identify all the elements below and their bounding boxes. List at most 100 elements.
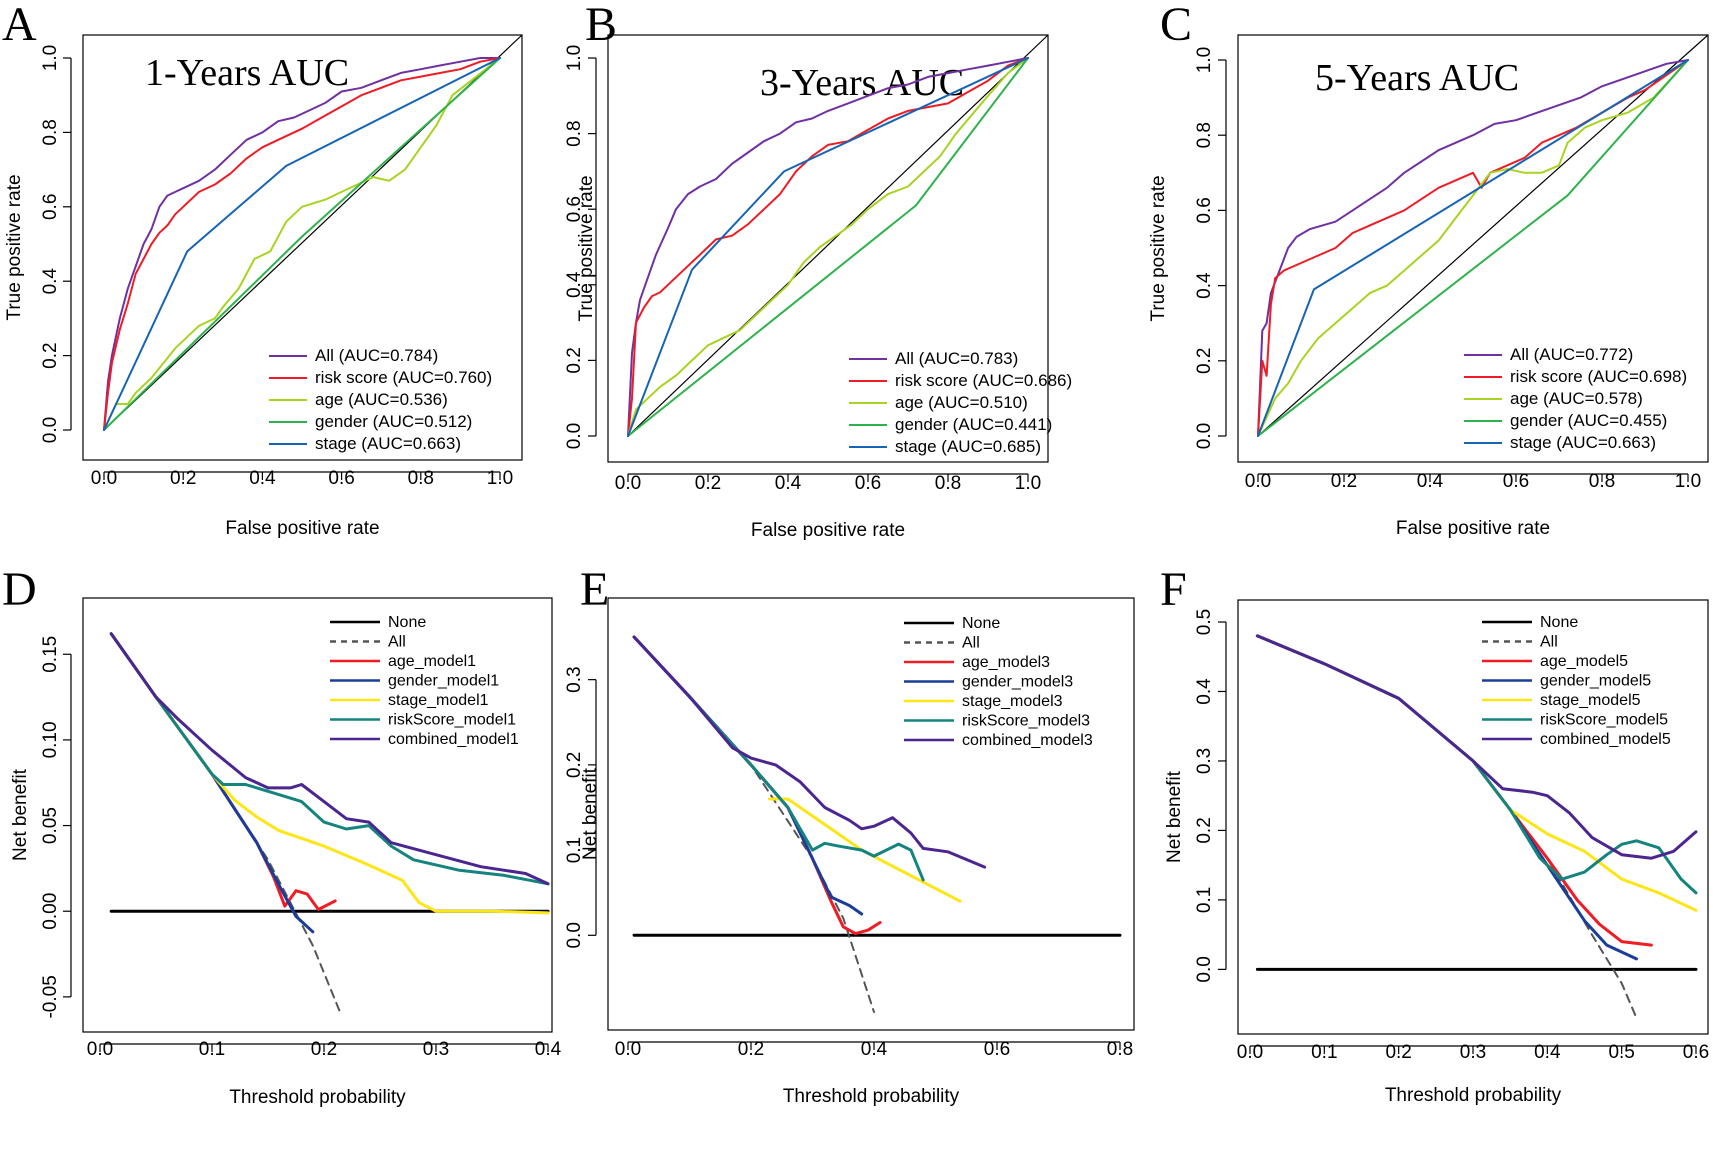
series-line-riskscore_model1 bbox=[109, 632, 550, 886]
plot-frame bbox=[607, 34, 1049, 463]
y-tick-label: 0.5 bbox=[1194, 609, 1215, 635]
legend-entry: age (AUC=0.578) bbox=[1510, 389, 1643, 408]
x-tick-label: 0.4 bbox=[1534, 1042, 1561, 1063]
x-tick-label: 0.0 bbox=[87, 1039, 113, 1060]
y-tick-label: 0.8 bbox=[564, 120, 585, 146]
x-tick-label: 1.0 bbox=[487, 468, 513, 489]
panel-c: C 5-Years AUC 0.0 0.2 0.4 0.6 0.8 1.0 0.0 0.2 0.4 0… bbox=[1148, 0, 1709, 539]
x-tick-label: 0.8 bbox=[935, 473, 961, 494]
y-axis-label: True positive rate bbox=[4, 174, 25, 320]
legend-entry: stage_model1 bbox=[388, 692, 489, 709]
y-tick-label: 0.0 bbox=[1194, 423, 1215, 449]
series-line-age bbox=[627, 57, 1029, 437]
series-line-stage bbox=[1257, 59, 1689, 437]
legend-entry: All bbox=[388, 634, 406, 651]
series-line-gender bbox=[1257, 59, 1689, 437]
x-axis-label: Threshold probability bbox=[229, 1087, 406, 1108]
x-tick-label: 0.6 bbox=[328, 468, 354, 489]
legend-entry: stage_model5 bbox=[1540, 692, 1641, 709]
x-tick-label: 0.1 bbox=[1311, 1042, 1337, 1063]
series-line-all bbox=[103, 57, 501, 431]
x-tick-label: 0.0 bbox=[615, 1039, 641, 1060]
plot-frame bbox=[82, 34, 523, 461]
legend-entry: stage (AUC=0.663) bbox=[1510, 433, 1656, 452]
x-tick-label: 0.8 bbox=[408, 468, 434, 489]
y-tick-label: 0.3 bbox=[564, 666, 585, 692]
y-axis-label: Net benefit bbox=[10, 768, 31, 861]
legend-entry: combined_model3 bbox=[962, 732, 1093, 749]
series-line-all bbox=[1257, 59, 1689, 437]
plot-frame bbox=[1237, 34, 1709, 463]
series-line-age_model1 bbox=[109, 632, 337, 911]
y-tick-label: 0.2 bbox=[1194, 817, 1215, 843]
x-tick-label: 0.0 bbox=[615, 473, 641, 494]
y-tick-label: 0.3 bbox=[1194, 748, 1215, 774]
series-line-stage bbox=[103, 57, 501, 431]
panel-e: E 0.0 0.2 0.4 0.6 0.8 0.0 0.1 0.2 0.3 Threshold pr… bbox=[564, 563, 1135, 1107]
legend-entry: All (AUC=0.772) bbox=[1510, 345, 1633, 364]
y-tick-label: 0.05 bbox=[40, 807, 61, 844]
legend-entry: stage_model3 bbox=[962, 693, 1063, 710]
x-tick-label: 0.3 bbox=[423, 1039, 449, 1060]
legend-entry: risk score (AUC=0.686) bbox=[895, 371, 1072, 390]
x-tick-label: 0.6 bbox=[1683, 1042, 1709, 1063]
legend-entry: age (AUC=0.536) bbox=[315, 390, 448, 409]
legend-entry: combined_model1 bbox=[388, 731, 519, 748]
legend-entry: riskScore_model5 bbox=[1540, 712, 1668, 729]
reference-diagonal bbox=[1257, 34, 1709, 437]
legend: All (AUC=0.784) risk score (AUC=0.760) age… bbox=[269, 346, 492, 453]
x-tick-label: 0.0 bbox=[1237, 1042, 1263, 1063]
y-tick-label: 0.4 bbox=[1194, 272, 1215, 299]
legend-entry: gender (AUC=0.441) bbox=[895, 415, 1052, 434]
y-tick-label: 0.8 bbox=[40, 119, 61, 145]
panel-letter: F bbox=[1160, 563, 1187, 616]
y-tick-label: 0.2 bbox=[1194, 348, 1215, 374]
y-tick-label: 0.0 bbox=[564, 922, 585, 948]
y-tick-label: 0.0 bbox=[564, 423, 585, 449]
legend-entry: None bbox=[388, 614, 426, 631]
x-tick-label: 0.4 bbox=[1417, 471, 1444, 492]
x-axis-label: Threshold probability bbox=[1385, 1085, 1562, 1106]
y-tick-label: 0.4 bbox=[40, 268, 61, 295]
legend-entry: gender_model1 bbox=[388, 673, 499, 690]
x-tick-label: 0.8 bbox=[1107, 1039, 1133, 1060]
x-tick-label: 0.2 bbox=[311, 1039, 337, 1060]
legend-entry: None bbox=[962, 615, 1000, 632]
panel-a: A 1-Years AUC 0.0 0.2 0.4 0.6 0.8 1.0 0.0 0.2 0.4 0… bbox=[2, 0, 523, 539]
x-tick-label: 0.1 bbox=[199, 1039, 225, 1060]
x-axis-label: False positive rate bbox=[751, 520, 905, 541]
y-tick-label: 0.2 bbox=[564, 347, 585, 373]
panel-letter: E bbox=[580, 563, 609, 616]
legend-entry: All (AUC=0.784) bbox=[315, 346, 438, 365]
x-tick-label: 0.8 bbox=[1589, 471, 1615, 492]
legend: All (AUC=0.772) risk score (AUC=0.698) age… bbox=[1464, 345, 1687, 452]
y-tick-label: 0.0 bbox=[1194, 956, 1215, 982]
legend-entry: combined_model5 bbox=[1540, 731, 1671, 748]
series-line-combined_model5 bbox=[1255, 634, 1698, 860]
legend-entry: risk score (AUC=0.698) bbox=[1510, 367, 1687, 386]
y-tick-label: 1.0 bbox=[1194, 47, 1215, 73]
plot-frame bbox=[607, 597, 1135, 1031]
series-line-all bbox=[633, 636, 875, 1013]
legend-entry: All bbox=[962, 635, 980, 652]
x-tick-label: 1.0 bbox=[1675, 471, 1701, 492]
x-axis-label: False positive rate bbox=[1396, 518, 1550, 539]
y-axis-label: Net benefit bbox=[1164, 770, 1185, 863]
series-line-age bbox=[103, 57, 501, 431]
y-tick-label: 0.4 bbox=[564, 271, 585, 298]
legend: None All age_model5 gender_model5 stage_mode… bbox=[1482, 614, 1671, 748]
plot-title: 5-Years AUC bbox=[1315, 57, 1519, 99]
x-tick-label: 0.5 bbox=[1608, 1042, 1634, 1063]
panel-letter: C bbox=[1160, 0, 1192, 51]
x-tick-label: 0.4 bbox=[249, 468, 276, 489]
x-axis-label: Threshold probability bbox=[783, 1086, 960, 1107]
x-tick-label: 0.2 bbox=[695, 473, 721, 494]
series-line-gender bbox=[103, 57, 501, 431]
y-tick-label: 0.8 bbox=[1194, 122, 1215, 148]
legend-entry: All bbox=[1540, 634, 1558, 651]
y-axis-label: Net benefit bbox=[580, 767, 601, 860]
plot-title: 1-Years AUC bbox=[145, 52, 349, 94]
x-tick-label: 0.4 bbox=[775, 473, 802, 494]
legend-entry: gender_model5 bbox=[1540, 673, 1651, 690]
